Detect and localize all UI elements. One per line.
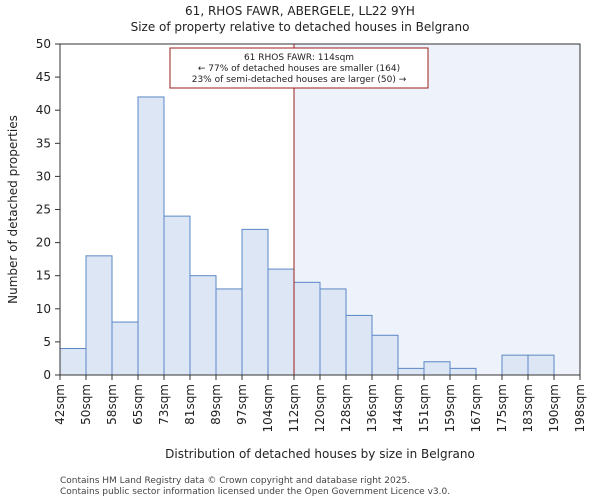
y-tick-label-10: 10 [36,302,51,316]
bars-layer [59,96,555,376]
x-tick-label-104sqm: 104sqm [261,384,275,432]
x-tick-label-50sqm: 50sqm [79,384,93,425]
x-tick-label-198sqm: 198sqm [573,384,587,432]
x-tick-label-183sqm: 183sqm [521,384,535,432]
x-tick-label-42sqm: 42sqm [53,384,67,425]
marker-annotation: 61 RHOS FAWR: 114sqm ← 77% of detached h… [169,47,429,89]
bar-120sqm [319,288,347,376]
x-tick-label-112sqm: 112sqm [287,384,301,432]
x-tick-label-58sqm: 58sqm [105,384,119,425]
y-tick-label-5: 5 [43,335,51,349]
bar-183sqm [527,354,555,376]
x-tick-label-144sqm: 144sqm [391,384,405,432]
footer-line-1: Contains HM Land Registry data © Crown c… [60,476,410,486]
x-tick-label-190sqm: 190sqm [547,384,561,432]
x-tick-label-65sqm: 65sqm [131,384,145,425]
x-tick-label-97sqm: 97sqm [235,384,249,425]
x-tick-label-159sqm: 159sqm [443,384,457,432]
chart-subtitle: Size of property relative to detached ho… [131,20,470,34]
y-tick-label-20: 20 [36,236,51,250]
bar-50sqm [85,255,113,376]
bar-89sqm [215,288,243,376]
x-axis-label: Distribution of detached houses by size … [165,447,475,461]
annotation-larger: 23% of semi-detached houses are larger (… [192,75,407,85]
x-tick-label-120sqm: 120sqm [313,384,327,432]
y-tick-label-0: 0 [43,368,51,382]
x-axis: 42sqm 50sqm 58sqm 65sqm 73sqm 81sqm 89sqm 97sqm… [53,375,587,432]
y-tick-label-35: 35 [36,136,51,150]
y-axis-label: Number of detached properties [6,115,20,304]
chart-title: 61, RHOS FAWR, ABERGELE, LL22 9YH [185,4,415,18]
x-tick-label-128sqm: 128sqm [339,384,353,432]
bar-112sqm [293,281,321,376]
y-axis: 0 5 10 15 20 25 30 35 40 45 50 [36,37,60,382]
y-tick-label-15: 15 [36,269,51,283]
footer-line-2: Contains public sector information licen… [60,487,450,497]
y-tick-label-25: 25 [36,203,51,217]
bar-81sqm [189,275,217,376]
y-tick-label-30: 30 [36,169,51,183]
x-tick-label-175sqm: 175sqm [495,384,509,432]
bar-175sqm [501,354,529,376]
bar-73sqm [163,215,191,376]
y-tick-label-40: 40 [36,103,51,117]
bar-151sqm [423,361,451,376]
x-tick-label-151sqm: 151sqm [417,384,431,432]
bar-65sqm [137,96,165,376]
annotation-box [169,47,429,89]
bar-144sqm [397,367,425,376]
bar-104sqm [267,268,295,376]
bar-42sqm [59,348,87,376]
x-tick-label-136sqm: 136sqm [365,384,379,432]
bar-58sqm [111,321,139,376]
annotation-smaller: ← 77% of detached houses are smaller (16… [198,64,400,74]
y-tick-label-50: 50 [36,37,51,51]
x-tick-label-167sqm: 167sqm [469,384,483,432]
x-tick-label-89sqm: 89sqm [209,384,223,425]
bar-136sqm [371,334,399,376]
bar-159sqm [449,367,477,376]
x-tick-label-81sqm: 81sqm [183,384,197,425]
bar-128sqm [345,314,373,376]
y-tick-label-45: 45 [36,70,51,84]
annotation-title: 61 RHOS FAWR: 114sqm [244,53,354,63]
bar-97sqm [241,228,269,376]
x-tick-label-73sqm: 73sqm [157,384,171,425]
